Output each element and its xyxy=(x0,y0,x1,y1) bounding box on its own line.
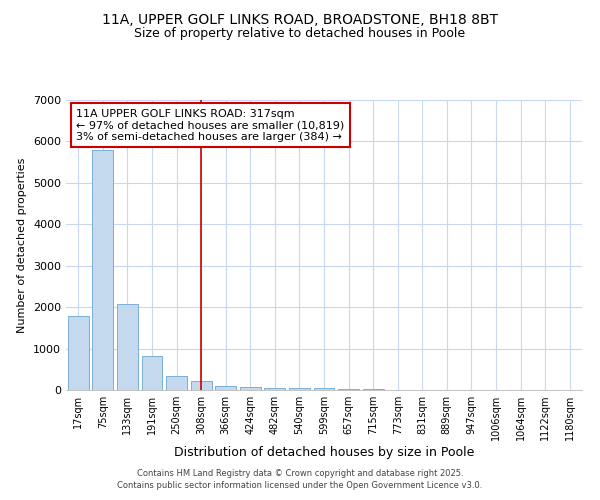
Bar xyxy=(92,150,113,390)
Text: 11A, UPPER GOLF LINKS ROAD, BROADSTONE, BH18 8BT: 11A, UPPER GOLF LINKS ROAD, BROADSTONE, … xyxy=(102,12,498,26)
Bar xyxy=(338,389,359,390)
Bar xyxy=(362,389,383,390)
Bar xyxy=(240,386,261,390)
Y-axis label: Number of detached properties: Number of detached properties xyxy=(17,158,28,332)
Bar xyxy=(117,304,138,390)
Bar xyxy=(68,316,89,390)
Bar xyxy=(142,356,163,390)
Bar xyxy=(289,388,310,390)
Bar xyxy=(215,386,236,390)
Bar xyxy=(191,382,212,390)
Text: Size of property relative to detached houses in Poole: Size of property relative to detached ho… xyxy=(134,28,466,40)
Bar xyxy=(265,388,286,390)
Bar xyxy=(314,388,334,390)
X-axis label: Distribution of detached houses by size in Poole: Distribution of detached houses by size … xyxy=(174,446,474,459)
Text: 11A UPPER GOLF LINKS ROAD: 317sqm
← 97% of detached houses are smaller (10,819)
: 11A UPPER GOLF LINKS ROAD: 317sqm ← 97% … xyxy=(76,108,344,142)
Bar xyxy=(166,376,187,390)
Text: Contains public sector information licensed under the Open Government Licence v3: Contains public sector information licen… xyxy=(118,481,482,490)
Text: Contains HM Land Registry data © Crown copyright and database right 2025.: Contains HM Land Registry data © Crown c… xyxy=(137,468,463,477)
